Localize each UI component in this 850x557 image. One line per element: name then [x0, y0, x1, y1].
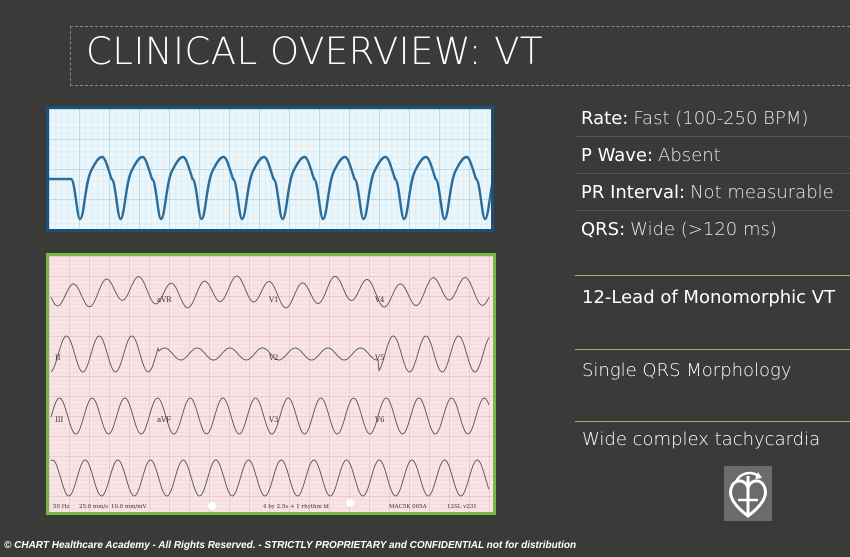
page-title: CLINICAL OVERVIEW: VT — [86, 30, 543, 73]
chart-heart-logo-icon — [724, 466, 772, 521]
rhythm-strip-graphic — [49, 109, 491, 229]
slide-dot-1 — [208, 502, 216, 510]
lead-v1-label: V1 — [268, 296, 279, 304]
property-pr-interval: PR Interval: Not measurable — [575, 174, 850, 211]
rhythm-trace — [49, 155, 491, 221]
lead-row-trace — [50, 459, 490, 497]
lead-avr-label: aVR — [157, 296, 172, 304]
twelve-lead-ecg: aVR V1 V4 II V2 V5 III aVF V3 V6 50 Hz 2… — [46, 253, 496, 515]
property-key: Rate: — [581, 107, 629, 129]
property-rate: Rate: Fast (100-250 BPM) — [575, 100, 850, 137]
property-value: Absent — [658, 144, 721, 166]
property-value: Not measurable — [690, 181, 834, 203]
twelve-lead-graphic: aVR V1 V4 II V2 V5 III aVF V3 V6 50 Hz 2… — [49, 256, 493, 512]
property-key: P Wave: — [581, 144, 654, 166]
property-value: Fast (100-250 BPM) — [633, 107, 809, 129]
property-qrs: QRS: Wide (>120 ms) — [575, 211, 850, 247]
divider-2 — [575, 349, 850, 350]
ecg-footer-leads: 4 by 2.5s + 1 rhythm ld — [263, 504, 329, 510]
copyright-footer: © CHART Healthcare Academy - All Rights … — [4, 540, 577, 551]
ecg-footer-device: MAC5K 005A — [389, 504, 428, 510]
ecg-footer-hz: 50 Hz — [53, 504, 70, 510]
morphology-caption: Single QRS Morphology — [582, 360, 792, 381]
lead-v5-label: V5 — [374, 354, 385, 362]
lead-row-trace — [50, 397, 490, 435]
lead-v4-label: V4 — [374, 296, 385, 304]
title-frame — [70, 26, 850, 86]
ecg-footer-version: 12SL v231 — [447, 504, 477, 510]
lead-row-trace — [50, 335, 490, 373]
property-key: QRS: — [581, 218, 626, 240]
lead-v3-label: V3 — [268, 416, 279, 424]
lead-v6-label: V6 — [374, 416, 385, 424]
property-value: Wide (>120 ms) — [630, 218, 777, 240]
divider-3 — [575, 421, 850, 422]
twelve-lead-caption: 12-Lead of Monomorphic VT — [582, 287, 836, 308]
ecg-footer-speed: 25.0 mm/s — [79, 504, 108, 510]
lead-ii-label: II — [55, 354, 61, 362]
ecg-footer-gain: 10.0 mm/mV — [111, 504, 147, 510]
property-p-wave: P Wave: Absent — [575, 137, 850, 174]
properties-list: Rate: Fast (100-250 BPM) P Wave: Absent … — [575, 100, 850, 247]
tachycardia-caption: Wide complex tachycardia — [582, 429, 821, 450]
lead-iii-label: III — [55, 416, 64, 424]
divider-1 — [575, 275, 850, 276]
rhythm-strip — [46, 106, 494, 232]
lead-row-trace — [50, 275, 490, 309]
lead-avf-label: aVF — [157, 416, 171, 424]
lead-v2-label: V2 — [268, 354, 279, 362]
property-key: PR Interval: — [581, 181, 686, 203]
slide-dot-2 — [346, 499, 354, 507]
